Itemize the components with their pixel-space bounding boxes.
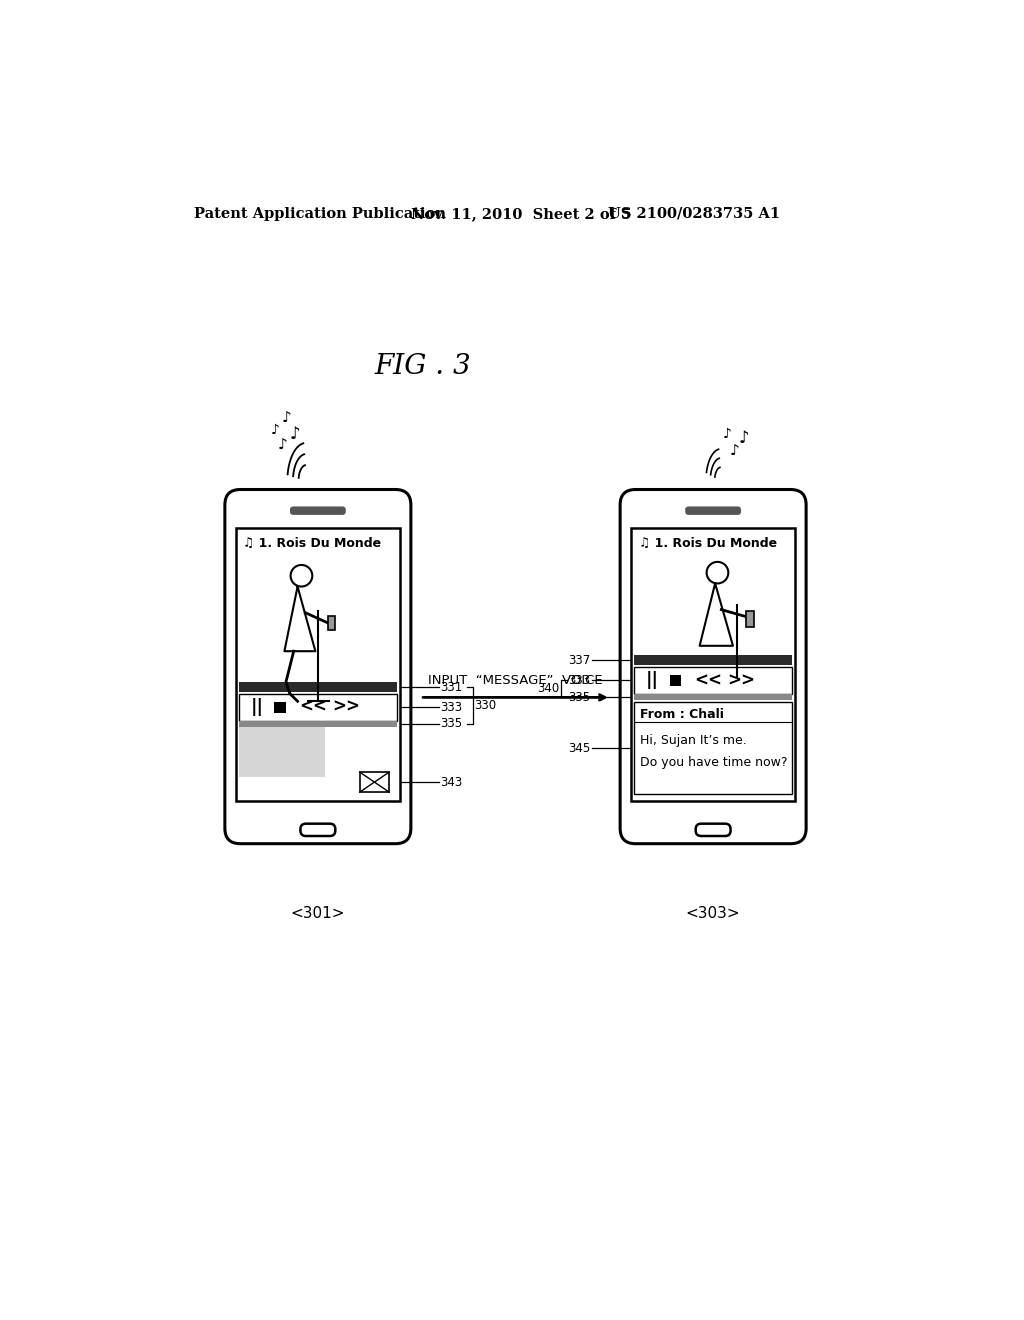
Text: ||: || [646, 671, 659, 689]
Text: 337: 337 [568, 653, 591, 667]
Text: Patent Application Publication: Patent Application Publication [194, 207, 445, 220]
Text: >>: >> [727, 671, 755, 689]
Text: ♫ 1. Rois Du Monde: ♫ 1. Rois Du Monde [244, 537, 382, 550]
Text: ♪: ♪ [738, 429, 750, 447]
Text: From : Chali: From : Chali [640, 708, 724, 721]
Bar [239, 726, 325, 776]
Text: ♪: ♪ [723, 428, 731, 441]
Bar [236, 528, 400, 801]
Bar [631, 528, 796, 801]
Text: 345: 345 [568, 742, 591, 755]
Text: ♪: ♪ [282, 411, 292, 426]
Text: 335: 335 [568, 690, 591, 704]
Circle shape [707, 562, 728, 583]
Text: >>: >> [332, 698, 359, 715]
Text: 331: 331 [440, 681, 463, 693]
Text: ♪: ♪ [730, 444, 739, 458]
Text: ♫ 1. Rois Du Monde: ♫ 1. Rois Du Monde [639, 537, 777, 550]
Text: 333: 333 [568, 673, 591, 686]
Bar [670, 675, 681, 686]
Bar [274, 702, 286, 713]
Bar [359, 772, 389, 792]
Text: <<: << [694, 671, 723, 689]
Bar [239, 721, 397, 726]
Text: <303>: <303> [686, 906, 740, 920]
Text: 330: 330 [474, 700, 497, 711]
Bar [634, 667, 793, 693]
Text: Hi, Sujan It’s me.: Hi, Sujan It’s me. [640, 734, 748, 747]
FancyBboxPatch shape [621, 490, 806, 843]
Text: 335: 335 [440, 718, 463, 730]
Text: <301>: <301> [291, 906, 345, 920]
Text: Do you have time now?: Do you have time now? [640, 755, 787, 768]
Bar [634, 702, 793, 795]
Bar [634, 694, 793, 700]
FancyBboxPatch shape [685, 507, 741, 515]
Text: INPUT  “MESSAGE”  VOICE: INPUT “MESSAGE” VOICE [428, 675, 603, 686]
FancyBboxPatch shape [225, 490, 411, 843]
Text: 343: 343 [440, 776, 463, 788]
Text: ||: || [251, 698, 264, 715]
Text: FIG . 3: FIG . 3 [374, 352, 471, 380]
Bar [746, 611, 754, 627]
Bar [239, 682, 397, 692]
Text: ♪: ♪ [290, 425, 300, 444]
Circle shape [291, 565, 312, 586]
Bar [634, 655, 793, 665]
FancyBboxPatch shape [300, 824, 335, 836]
Bar [239, 693, 397, 721]
Text: US 2100/0283735 A1: US 2100/0283735 A1 [608, 207, 780, 220]
Text: 340: 340 [538, 682, 560, 696]
Text: Nov. 11, 2010  Sheet 2 of 5: Nov. 11, 2010 Sheet 2 of 5 [411, 207, 631, 220]
Text: ♪: ♪ [279, 438, 288, 453]
FancyBboxPatch shape [290, 507, 346, 515]
Text: <<: << [299, 698, 328, 715]
Text: 333: 333 [440, 701, 463, 714]
Bar [328, 615, 335, 630]
Text: ♪: ♪ [270, 424, 280, 437]
FancyBboxPatch shape [695, 824, 730, 836]
